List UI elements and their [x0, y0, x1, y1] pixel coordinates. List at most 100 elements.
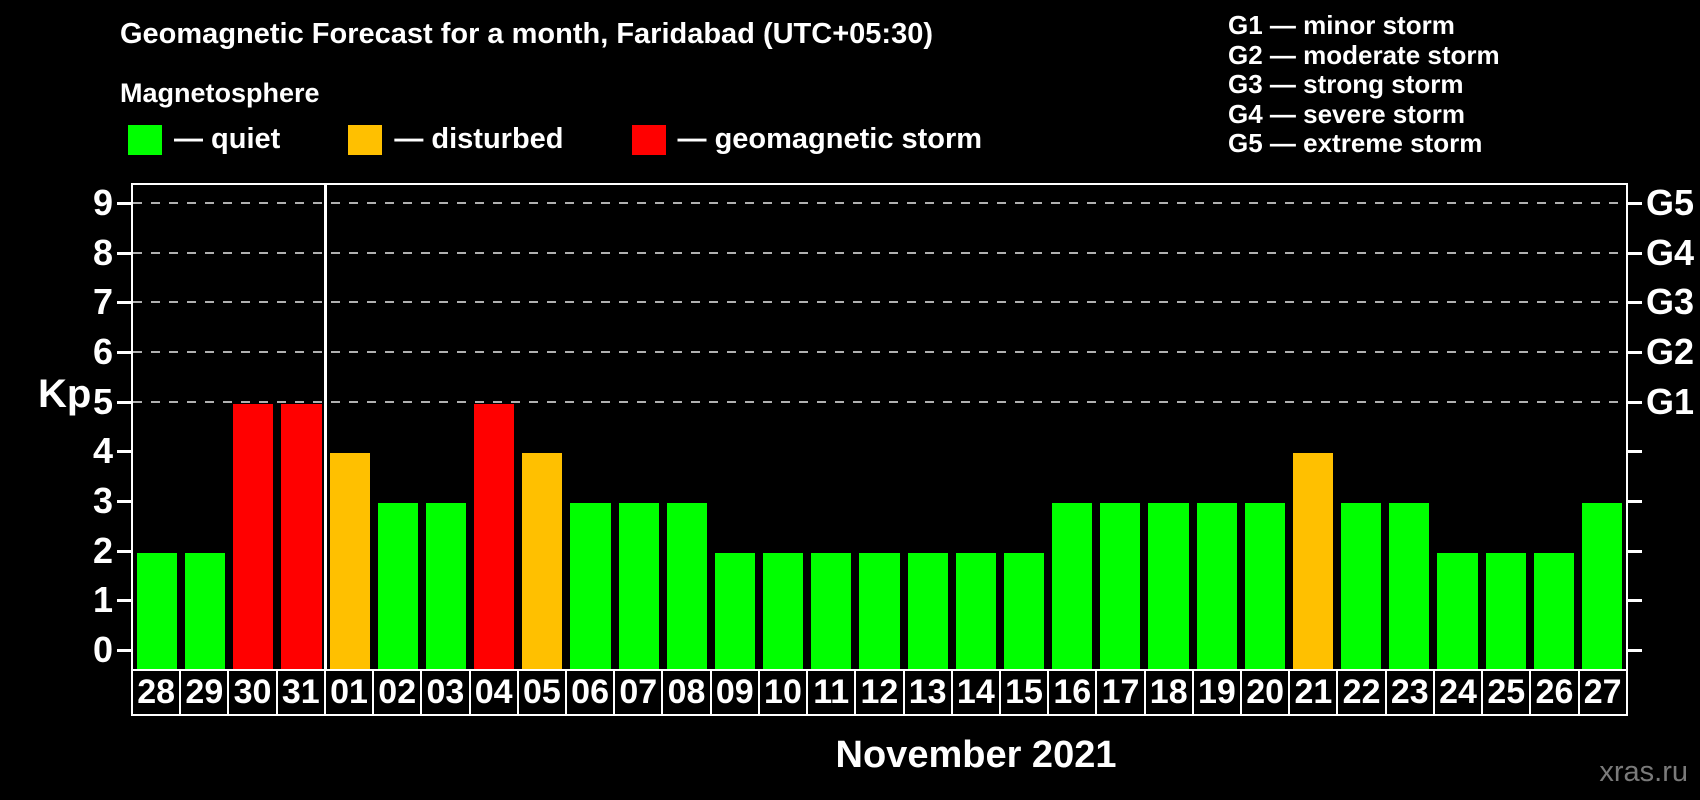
y-tick-label-0: 0 — [92, 629, 113, 670]
day-label-06: 06 — [564, 671, 613, 714]
day-label-12: 12 — [854, 671, 902, 714]
kp-bar-day-11 — [811, 552, 852, 669]
kp-bar-day-14 — [955, 552, 996, 669]
right-tick-1 — [1628, 599, 1642, 603]
left-tick-5 — [117, 400, 131, 404]
day-label-01: 01 — [323, 671, 372, 714]
g-tick-label-G3: G3 — [1646, 281, 1695, 323]
day-label-29: 29 — [179, 671, 227, 714]
legend-item-disturbed: — disturbed — [348, 123, 564, 156]
g-tick-label-G5: G5 — [1646, 181, 1695, 223]
kp-bar-day-26 — [1533, 552, 1574, 669]
legend-label-storm: — geomagnetic storm — [677, 123, 983, 155]
g-legend-line-2: G2 — moderate storm — [1228, 39, 1500, 70]
quiet-color-swatch — [128, 124, 162, 155]
plot-inner: 0 1 2 3 4 5 G1 6 G2 7 G3 8 G4 9 G5 — [93, 182, 1694, 669]
day-label-07: 07 — [613, 671, 661, 714]
y-tick-label-9: 9 — [92, 181, 113, 223]
y-tick-label-1: 1 — [92, 579, 113, 621]
left-tick-0 — [117, 649, 131, 652]
kp-bar-day-10 — [763, 552, 804, 669]
kp-bar-day-30 — [233, 403, 274, 669]
day-label-23: 23 — [1384, 671, 1433, 714]
day-label-15: 15 — [998, 671, 1047, 714]
g-legend-line-4: G4 — severe storm — [1228, 98, 1466, 129]
kp-bar-day-12 — [859, 552, 900, 669]
kp-bar-day-23 — [1389, 503, 1430, 669]
left-tick-7 — [117, 301, 131, 305]
day-label-28: 28 — [137, 673, 176, 711]
kp-bar-day-29 — [185, 552, 226, 669]
y-axis-title: Kp — [38, 372, 92, 416]
g-tick-label-G2: G2 — [1646, 330, 1695, 372]
legend-label-disturbed: — disturbed — [394, 123, 564, 155]
day-label-26: 26 — [1529, 671, 1577, 714]
left-tick-6 — [117, 350, 131, 354]
g-legend-line-5: G5 — extreme storm — [1228, 128, 1483, 158]
day-label-08: 08 — [661, 671, 709, 714]
right-tick-0 — [1628, 649, 1642, 652]
kp-bar-day-07 — [618, 503, 659, 669]
kp-bar-day-05 — [522, 453, 563, 669]
left-tick-3 — [117, 499, 131, 503]
day-label-27: 27 — [1577, 671, 1626, 714]
kp-bar-day-17 — [1100, 503, 1141, 669]
kp-bar-day-09 — [714, 552, 756, 669]
kp-bar-day-28 — [137, 552, 178, 669]
storm-color-swatch — [631, 124, 666, 155]
kp-bar-day-15 — [1003, 552, 1045, 669]
kp-bar-day-24 — [1437, 552, 1478, 669]
left-tick-1 — [117, 599, 131, 603]
day-label-22: 22 — [1336, 671, 1384, 714]
gridline-kp8 — [133, 251, 1626, 254]
left-tick-4 — [117, 450, 131, 454]
day-label-09: 09 — [709, 671, 758, 714]
g-scale-legend: G1 — minor storm G2 — moderate storm G3 — … — [1228, 10, 1500, 159]
day-axis-row: 28 29 30 31 01 02 03 04 05 06 07 08 09 10 11 12 13 14 15 16… — [131, 669, 1628, 716]
legend-label-quiet: — quiet — [174, 123, 281, 155]
left-tick-2 — [117, 549, 131, 553]
kp-bar-day-31 — [281, 403, 322, 669]
right-tick-9 — [1628, 201, 1642, 205]
g-legend-line-1: G1 — minor storm — [1228, 10, 1455, 40]
day-label-02: 02 — [372, 671, 420, 714]
g-legend-line-3: G3 — strong storm — [1228, 69, 1464, 99]
day-label-04: 04 — [468, 671, 517, 714]
y-tick-label-8: 8 — [92, 231, 113, 273]
kp-bar-day-16 — [1052, 503, 1093, 669]
gridline-kp9 — [133, 201, 1626, 204]
kp-bar-day-06 — [570, 503, 611, 669]
y-tick-label-6: 6 — [92, 330, 113, 372]
right-tick-3 — [1628, 499, 1642, 503]
right-tick-6 — [1628, 350, 1642, 354]
kp-bar-day-04 — [474, 403, 515, 669]
y-tick-label-7: 7 — [92, 281, 113, 323]
day-label-21: 21 — [1288, 671, 1336, 714]
legend-item-quiet: — quiet — [128, 123, 280, 156]
right-tick-2 — [1628, 549, 1642, 553]
g-tick-label-G1: G1 — [1646, 380, 1695, 422]
x-axis-title: November 2021 — [835, 734, 1117, 776]
right-tick-4 — [1628, 450, 1642, 454]
status-legend: — quiet — disturbed — geomagnetic storm — [128, 123, 982, 156]
kp-bar-day-25 — [1485, 552, 1526, 669]
day-label-30: 30 — [227, 671, 275, 714]
day-label-20: 20 — [1240, 671, 1288, 714]
left-tick-8 — [117, 251, 131, 255]
day-label-25: 25 — [1481, 671, 1529, 714]
day-label-24: 24 — [1432, 671, 1481, 714]
day-label-10: 10 — [757, 671, 806, 714]
chart-subtitle: Magnetosphere — [120, 78, 320, 108]
day-label-13: 13 — [902, 671, 951, 714]
legend-item-storm: — geomagnetic storm — [631, 123, 983, 156]
kp-bar-day-01 — [329, 453, 370, 669]
gridline-kp7 — [133, 301, 1626, 304]
y-tick-label-5: 5 — [92, 380, 113, 422]
kp-bar-day-19 — [1196, 503, 1237, 669]
right-tick-5 — [1628, 400, 1642, 404]
day-label-18: 18 — [1143, 671, 1192, 714]
right-tick-7 — [1628, 301, 1642, 305]
kp-bar-day-27 — [1581, 503, 1622, 669]
g-tick-label-G4: G4 — [1646, 231, 1695, 273]
